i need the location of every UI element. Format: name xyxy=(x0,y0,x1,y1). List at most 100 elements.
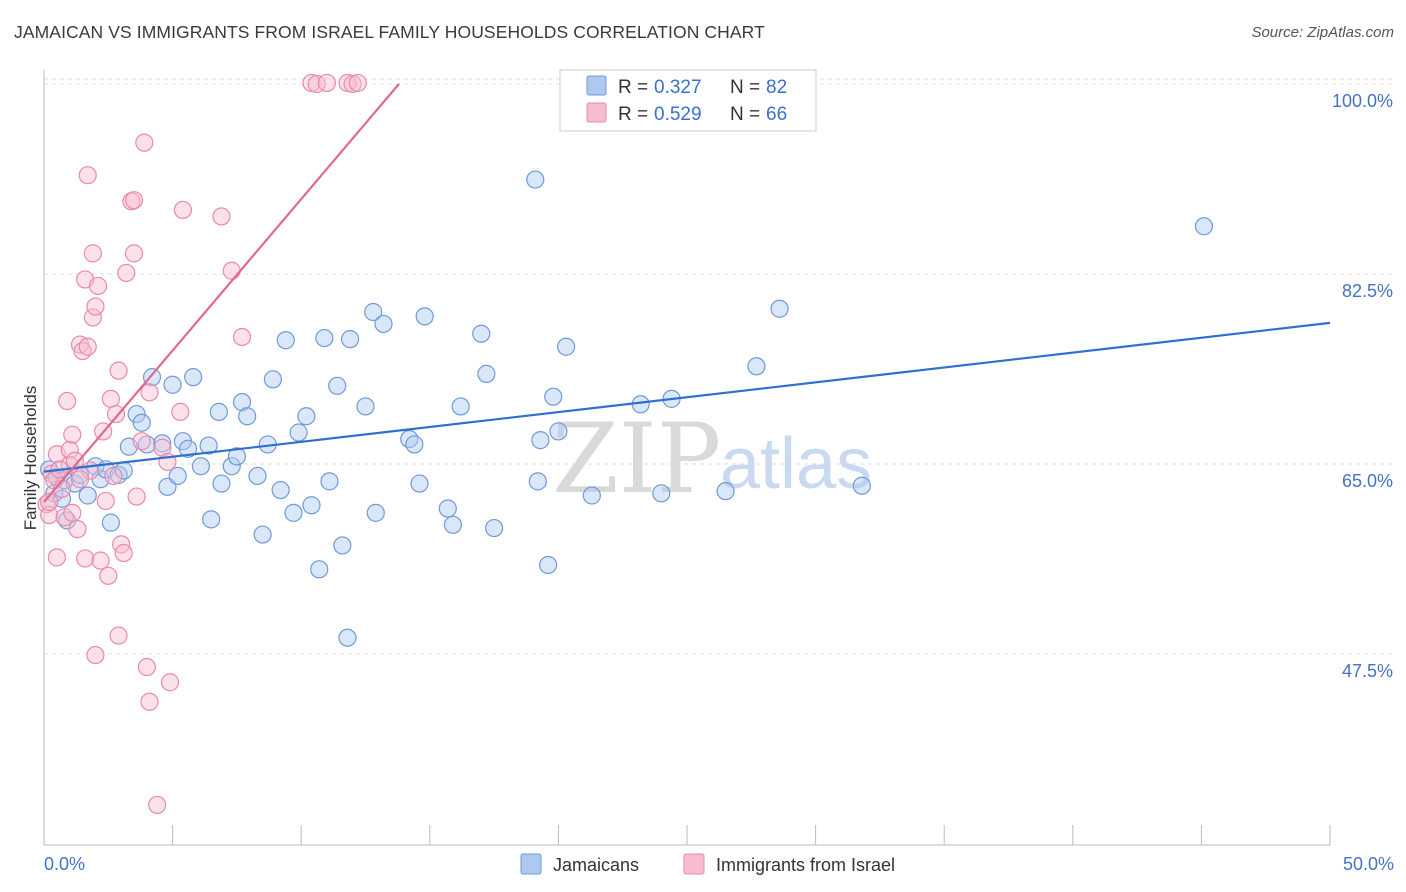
legend-n-value-1: 82 xyxy=(766,77,787,98)
point-israel xyxy=(114,543,133,563)
point-israel xyxy=(86,645,105,665)
legend-swatch-israel xyxy=(586,102,607,123)
point-israel xyxy=(222,261,241,280)
point-jamaicans xyxy=(202,510,221,529)
point-jamaicans xyxy=(178,439,198,458)
y-tick-label: 47.5% xyxy=(1342,661,1393,681)
point-jamaicans xyxy=(544,387,563,406)
point-jamaicans xyxy=(227,447,246,466)
point-israel xyxy=(88,276,108,296)
legend-swatch-jamaicans xyxy=(586,75,607,96)
point-israel xyxy=(104,466,123,486)
point-jamaicans xyxy=(582,486,601,505)
point-jamaicans xyxy=(132,413,151,432)
point-israel xyxy=(101,389,120,408)
point-jamaicans xyxy=(328,376,347,395)
trend-line-israel xyxy=(43,83,400,503)
point-jamaicans xyxy=(78,486,97,505)
point-jamaicans xyxy=(405,435,424,454)
point-jamaicans xyxy=(163,375,182,394)
bottom-legend-swatch-israel xyxy=(683,853,705,875)
x-tick-label-min: 0.0% xyxy=(44,854,85,874)
point-jamaicans xyxy=(248,466,267,486)
legend-n-label-1: N = xyxy=(730,77,760,98)
point-israel xyxy=(124,244,144,263)
point-jamaicans xyxy=(549,422,568,441)
point-jamaicans xyxy=(338,628,357,647)
point-israel xyxy=(232,327,252,347)
point-jamaicans xyxy=(315,328,334,348)
point-jamaicans xyxy=(716,482,735,501)
point-israel xyxy=(153,438,172,457)
bottom-legend: Jamaicans Immigrants from Israel xyxy=(520,853,895,875)
point-israel xyxy=(117,263,136,283)
y-tick-label: 65.0% xyxy=(1342,471,1393,491)
point-israel xyxy=(70,470,90,489)
point-israel xyxy=(109,361,128,380)
point-jamaicans xyxy=(747,357,766,376)
point-jamaicans xyxy=(528,472,547,491)
point-israel xyxy=(137,657,156,677)
point-israel xyxy=(132,432,151,451)
point-israel xyxy=(317,73,337,93)
point-jamaicans xyxy=(310,560,329,579)
point-jamaicans xyxy=(333,536,352,555)
point-jamaicans xyxy=(364,302,383,322)
point-jamaicans xyxy=(320,472,339,491)
legend-r-value-1: 0.327 xyxy=(654,77,702,98)
point-jamaicans xyxy=(400,429,419,449)
point-jamaicans xyxy=(297,407,316,426)
trend-lines xyxy=(43,83,1331,503)
point-israel xyxy=(140,692,159,711)
point-jamaicans xyxy=(191,457,210,476)
point-israel xyxy=(148,795,167,815)
point-jamaicans xyxy=(438,499,457,518)
y-tick-label: 100.0% xyxy=(1332,91,1393,111)
point-israel xyxy=(76,549,95,568)
point-jamaicans xyxy=(852,476,871,495)
point-jamaicans xyxy=(415,307,434,326)
point-israel xyxy=(160,673,180,692)
point-jamaicans xyxy=(770,299,789,318)
point-jamaicans xyxy=(199,436,218,455)
point-jamaicans xyxy=(209,402,228,421)
point-israel xyxy=(37,495,56,514)
point-israel xyxy=(40,492,59,512)
x-tick-label-max: 50.0% xyxy=(1343,854,1394,874)
y-axis-label: Family Households xyxy=(21,386,40,531)
point-israel xyxy=(83,244,102,263)
point-israel xyxy=(63,503,82,522)
y-tick-label: 82.5% xyxy=(1342,281,1393,301)
bottom-legend-jamaicans: Jamaicans xyxy=(553,855,639,875)
point-jamaicans xyxy=(101,513,120,532)
chart-title: JAMAICAN VS IMMIGRANTS FROM ISRAEL FAMIL… xyxy=(14,22,765,42)
legend-r-label-1: R = xyxy=(618,77,648,98)
point-israel xyxy=(78,166,97,185)
point-jamaicans xyxy=(531,431,550,450)
point-jamaicans xyxy=(451,397,470,416)
point-israel xyxy=(40,505,59,525)
point-israel xyxy=(63,425,82,444)
point-israel xyxy=(99,566,118,585)
point-jamaicans xyxy=(410,474,429,493)
point-jamaicans xyxy=(539,555,558,575)
point-jamaicans xyxy=(271,480,290,500)
point-jamaicans xyxy=(168,466,187,486)
point-jamaicans xyxy=(557,337,576,356)
point-jamaicans xyxy=(1194,217,1214,236)
legend-n-value-2: 66 xyxy=(766,104,787,125)
trend-line-jamaicans xyxy=(43,321,1331,473)
point-israel xyxy=(171,402,190,421)
point-jamaicans xyxy=(253,525,272,544)
top-legend: R = 0.327 N = 82 R = 0.529 N = 66 xyxy=(559,69,817,132)
point-jamaicans xyxy=(184,368,203,387)
point-jamaicans xyxy=(238,407,257,426)
chart-source: Source: ZipAtlas.com xyxy=(1251,24,1394,41)
point-israel xyxy=(135,133,154,152)
point-jamaicans xyxy=(153,434,172,453)
bottom-legend-swatch-jamaicans xyxy=(520,853,542,875)
point-israel xyxy=(47,548,66,567)
point-jamaicans xyxy=(472,324,491,343)
point-israel xyxy=(78,337,97,356)
